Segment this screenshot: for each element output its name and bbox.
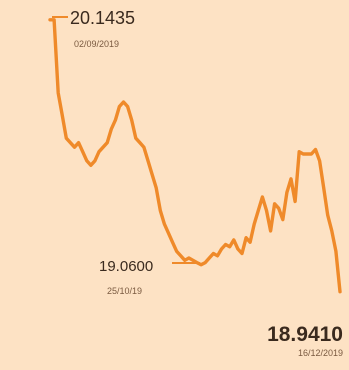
min-value-label: 19.0600	[99, 258, 153, 275]
max-value-label: 20.1435	[70, 8, 135, 28]
last-value-label: 18.9410	[267, 323, 343, 346]
max-date-label: 02/09/2019	[74, 39, 119, 49]
series-line	[48, 18, 342, 294]
min-date-label: 25/10/19	[107, 286, 142, 296]
last-date-label: 16/12/2019	[298, 348, 343, 358]
